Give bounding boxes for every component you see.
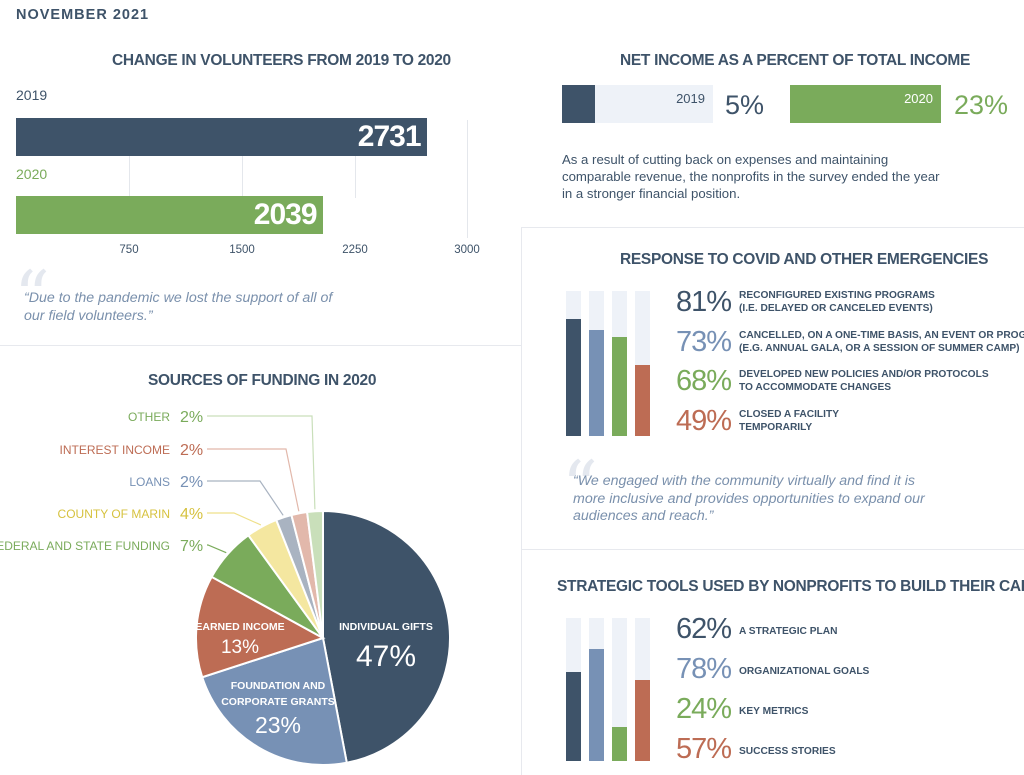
quote-mark-icon: “ bbox=[14, 256, 50, 338]
net-income-bar-2019 bbox=[562, 85, 595, 123]
strategic-bar bbox=[612, 726, 627, 761]
response-stat-value: 49% bbox=[676, 404, 732, 437]
strategic-stat-label: SUCCESS STORIES bbox=[739, 746, 836, 757]
pie-outside-label: OTHER bbox=[128, 410, 170, 424]
strategic-bar bbox=[635, 679, 650, 761]
pie-slice-label: EARNED INCOME bbox=[195, 621, 284, 633]
quote-mark-icon: “ bbox=[562, 446, 598, 528]
pie-leader-line bbox=[207, 415, 316, 510]
pie-outside-value: 2% bbox=[180, 442, 203, 459]
pie-slice-label: FOUNDATION AND bbox=[231, 680, 326, 692]
response-bar-track bbox=[589, 291, 604, 436]
pie-outside-label: COUNTY OF MARIN bbox=[58, 507, 170, 521]
vol-gridline bbox=[355, 120, 356, 198]
vol-bar-2020: 2039 bbox=[16, 196, 323, 234]
vol-gridline bbox=[467, 120, 468, 238]
strategic-stat-label: ORGANIZATIONAL GOALS bbox=[739, 666, 870, 677]
pie-outside-value: 2% bbox=[180, 409, 203, 426]
pie-slice-label: INDIVIDUAL GIFTS bbox=[339, 621, 433, 633]
pie-slice-label: CORPORATE GRANTS bbox=[221, 696, 335, 708]
strategic-bar bbox=[566, 672, 581, 761]
net-income-pct-2019: 5% bbox=[725, 90, 765, 120]
response-bar bbox=[589, 330, 604, 436]
response-bar bbox=[566, 318, 581, 436]
response-bar-track bbox=[566, 291, 581, 436]
vol-gridline bbox=[242, 120, 243, 198]
funding-title: SOURCES OF FUNDING IN 2020 bbox=[148, 372, 377, 389]
pie-leader-line bbox=[207, 480, 284, 516]
response-stat-value: 68% bbox=[676, 365, 732, 397]
vol-year-2019: 2019 bbox=[16, 87, 48, 103]
response-title: RESPONSE TO COVID AND OTHER EMERGENCIES bbox=[620, 251, 989, 268]
vol-tick: 3000 bbox=[454, 244, 480, 256]
response-bar-track bbox=[635, 291, 650, 436]
response-bar bbox=[635, 364, 650, 436]
volunteers-quote: “Due to the pandemic we lost the support… bbox=[24, 290, 333, 324]
strategic-bar bbox=[589, 649, 604, 761]
net-income-title: NET INCOME AS A PERCENT OF TOTAL INCOME bbox=[620, 52, 970, 69]
net-income-year-2020: 2020 bbox=[904, 91, 933, 106]
net-income-track-2019: 2019 bbox=[562, 85, 713, 123]
strategic-bar-track bbox=[612, 618, 627, 761]
pie-outside-label: FEDERAL AND STATE FUNDING bbox=[0, 539, 170, 553]
response-stat-label: CANCELLED, ON A ONE-TIME BASIS, AN EVENT… bbox=[739, 329, 1024, 354]
net-income-description: As a result of cutting back on expenses … bbox=[562, 152, 940, 201]
response-stat-label: CLOSED A FACILITY TEMPORARILY bbox=[739, 408, 839, 433]
strategic-stat-label: KEY METRICS bbox=[739, 706, 809, 717]
strategic-bar-track bbox=[566, 618, 581, 761]
pie-outside-value: 7% bbox=[180, 538, 203, 555]
strategic-stat-value: 24% bbox=[676, 693, 732, 725]
divider-left bbox=[0, 345, 521, 346]
response-quote: “We engaged with the community virtually… bbox=[573, 473, 925, 524]
vol-bar-2019: 2731 bbox=[16, 118, 427, 156]
response-stat-label: DEVELOPED NEW POLICIES AND/OR PROTOCOLS T… bbox=[739, 369, 989, 393]
vol-tick: 1500 bbox=[229, 244, 255, 256]
pie-outside-value: 4% bbox=[180, 506, 203, 523]
response-stat-label: RECONFIGURED EXISTING PROGRAMS (I.E. DELA… bbox=[739, 290, 935, 314]
divider-right-mid bbox=[521, 549, 1024, 550]
strategic-stat-label: A STRATEGIC PLAN bbox=[739, 626, 838, 637]
strategic-bar-track bbox=[635, 618, 650, 761]
divider-right-top bbox=[521, 227, 1024, 228]
pie-slice bbox=[195, 575, 326, 679]
vol-value-2019: 2731 bbox=[357, 120, 422, 153]
vol-tick: 750 bbox=[119, 244, 139, 256]
pie-outside-label: LOANS bbox=[129, 475, 170, 489]
pie-outside-label: INTEREST INCOME bbox=[60, 443, 170, 457]
vol-year-2020: 2020 bbox=[16, 166, 48, 182]
pie-slice bbox=[200, 636, 348, 766]
response-bar bbox=[612, 337, 627, 436]
response-bar-track bbox=[612, 291, 627, 436]
net-income-year-2019: 2019 bbox=[676, 91, 705, 106]
net-income-bar-2020 bbox=[790, 85, 941, 123]
volunteers-title: CHANGE IN VOLUNTEERS FROM 2019 TO 2020 bbox=[112, 52, 451, 69]
report-month: NOVEMBER 2021 bbox=[16, 7, 150, 23]
vol-tick: 2250 bbox=[342, 244, 368, 256]
response-stat-value: 73% bbox=[676, 325, 732, 358]
strategic-stat-value: 78% bbox=[676, 653, 732, 685]
pie-outside-value: 2% bbox=[180, 474, 203, 491]
vol-value-2020: 2039 bbox=[253, 198, 318, 231]
pie-slice-value: 23% bbox=[255, 712, 301, 738]
strategic-bar-track bbox=[589, 618, 604, 761]
pie-slice bbox=[322, 509, 451, 764]
pie-slice-value: 47% bbox=[356, 640, 416, 673]
strategic-title: STRATEGIC TOOLS USED BY NONPROFITS TO BU… bbox=[557, 578, 1024, 595]
pie-slice bbox=[305, 509, 324, 639]
pie-leader-line bbox=[207, 512, 262, 526]
vol-gridline bbox=[129, 120, 130, 198]
strategic-stat-value: 62% bbox=[676, 613, 732, 645]
net-income-track-2020: 2020 bbox=[790, 85, 941, 123]
volunteers-chart: 2019 2731 2020 2039 750 1500 2250 3000 bbox=[0, 80, 521, 260]
divider-vertical bbox=[521, 227, 522, 775]
pie-leader-line bbox=[207, 448, 300, 512]
funding-pie-chart: INDIVIDUAL GIFTS 47% FOUNDATION AND CORPORA… bbox=[0, 409, 451, 766]
response-stat-value: 81% bbox=[676, 286, 732, 318]
strategic-stat-value: 57% bbox=[676, 733, 732, 765]
net-income-pct-2020: 23% bbox=[954, 90, 1009, 120]
pie-slice-value: 13% bbox=[221, 637, 259, 658]
pie-leader-line bbox=[207, 544, 227, 554]
